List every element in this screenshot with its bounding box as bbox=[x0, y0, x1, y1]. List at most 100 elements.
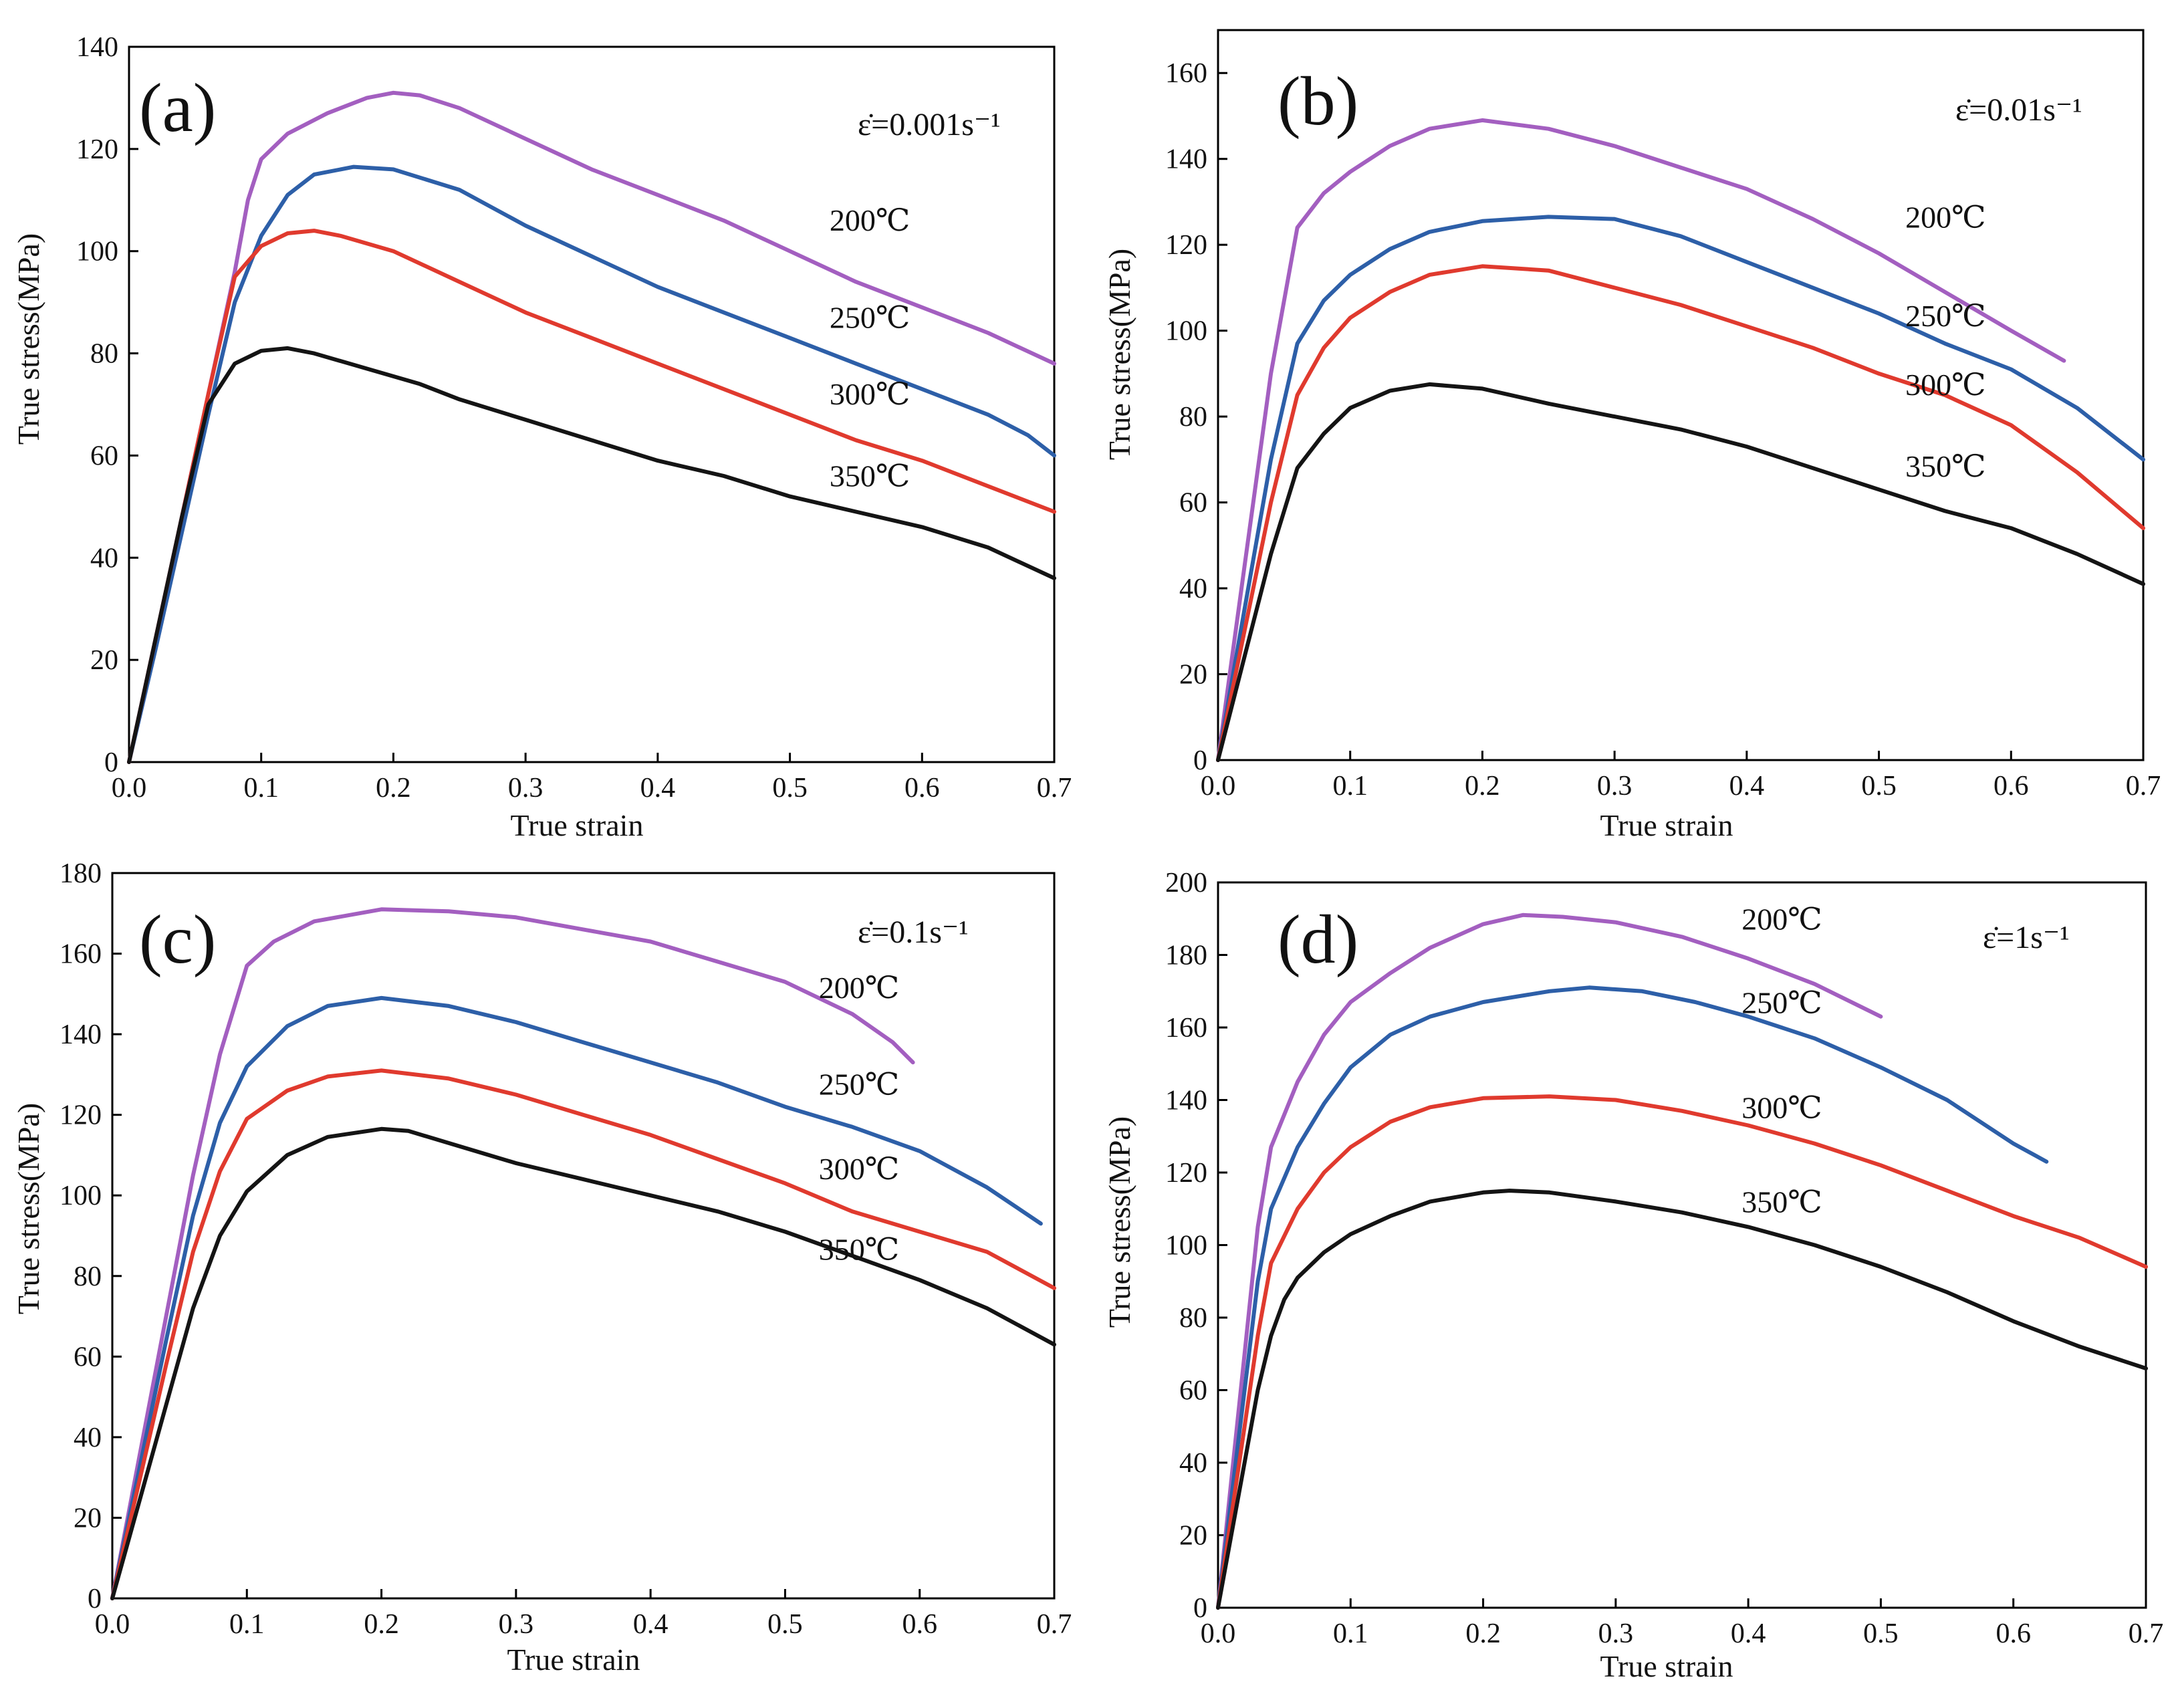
y-tick-label: 40 bbox=[1179, 574, 1207, 604]
x-tick-label: 0.5 bbox=[1863, 1618, 1899, 1649]
series-line-250 bbox=[110, 995, 1043, 1600]
y-tick-label: 0 bbox=[104, 747, 118, 778]
panel-label: (b) bbox=[1278, 63, 1358, 140]
panel-label: (d) bbox=[1278, 901, 1358, 978]
y-axis-label: True stress(MPa) bbox=[1102, 1116, 1136, 1328]
x-tick-label: 0.3 bbox=[1598, 1618, 1634, 1649]
x-tick-label: 0.6 bbox=[1996, 1618, 2031, 1649]
series-line-250 bbox=[1216, 985, 2049, 1610]
series-line-300 bbox=[1216, 264, 2145, 762]
series-label-300: 300℃ bbox=[819, 1152, 899, 1186]
y-tick-label: 60 bbox=[1179, 1376, 1207, 1407]
x-axis-label: True strain bbox=[1600, 1649, 1733, 1683]
series-label-200: 200℃ bbox=[1741, 902, 1822, 937]
curve-group bbox=[1216, 118, 2145, 762]
x-tick-label: 0.7 bbox=[2129, 1618, 2164, 1649]
x-tick-label: 0.0 bbox=[1201, 1618, 1236, 1649]
x-tick-label: 0.4 bbox=[633, 1609, 669, 1640]
y-tick-label: 180 bbox=[1165, 941, 1207, 971]
y-tick-label: 140 bbox=[59, 1019, 102, 1050]
y-tick-label: 120 bbox=[1165, 230, 1207, 261]
x-tick-label: 0.5 bbox=[1861, 771, 1897, 802]
series-label-group: 200℃ 250℃ 300℃ 350℃ bbox=[1741, 902, 1822, 1219]
panel-label: (c) bbox=[139, 901, 216, 978]
x-tick-label: 0.1 bbox=[1332, 771, 1368, 802]
y-tick-label: 100 bbox=[1165, 1231, 1207, 1261]
x-tick-label: 0.7 bbox=[1037, 773, 1072, 804]
x-tick-label: 0.1 bbox=[243, 773, 279, 804]
series-label-250: 250℃ bbox=[819, 1068, 899, 1102]
plot-frame bbox=[111, 872, 1056, 1600]
series-line-350 bbox=[1216, 382, 2145, 762]
x-tick-label: 0.1 bbox=[1333, 1618, 1368, 1649]
series-line-300 bbox=[127, 229, 1056, 764]
y-tick-label: 120 bbox=[1165, 1158, 1207, 1189]
series-line-200 bbox=[110, 907, 915, 1600]
y-tick-label: 100 bbox=[1165, 316, 1207, 347]
series-label-300: 300℃ bbox=[1905, 368, 1985, 402]
x-tick-label: 0.0 bbox=[1201, 771, 1236, 802]
panel-b: 0.0 0.1 0.2 0.3 0.4 0.5 0.6 0.7 0 20 40 60 80 100 120 1… bbox=[1102, 29, 2161, 842]
y-tick-label: 80 bbox=[90, 339, 118, 370]
strain-rate-label: ε̇=0.1s⁻¹ bbox=[858, 914, 969, 950]
series-label-350: 350℃ bbox=[1741, 1185, 1822, 1219]
x-tick-label: 0.7 bbox=[2126, 771, 2161, 802]
panel-a: 0.0 0.1 0.2 0.3 0.4 0.5 0.6 0.7 0 20 40 60 80 100 120 1… bbox=[11, 32, 1072, 842]
x-tick-label: 0.3 bbox=[1597, 771, 1633, 802]
series-line-250 bbox=[127, 164, 1056, 764]
series-label-group: 200℃ 250℃ 300℃ 350℃ bbox=[830, 203, 910, 493]
axis-ticks: 0.0 0.1 0.2 0.3 0.4 0.5 0.6 0.7 0 20 40 60 80 100 120 1… bbox=[59, 858, 1072, 1640]
x-tick-label: 0.1 bbox=[229, 1609, 265, 1640]
series-line-350 bbox=[110, 1126, 1056, 1600]
x-axis-label: True strain bbox=[511, 808, 644, 842]
y-tick-label: 20 bbox=[1179, 1521, 1207, 1552]
plot-frame bbox=[128, 45, 1056, 763]
y-tick-label: 60 bbox=[1179, 488, 1207, 519]
x-tick-label: 0.2 bbox=[1465, 771, 1500, 802]
x-tick-label: 0.2 bbox=[376, 773, 411, 804]
series-label-250: 250℃ bbox=[1905, 299, 1985, 333]
x-tick-label: 0.5 bbox=[772, 773, 808, 804]
x-tick-label: 0.2 bbox=[1465, 1618, 1501, 1649]
curve-group bbox=[110, 907, 1056, 1600]
y-tick-label: 60 bbox=[74, 1342, 102, 1372]
curve-group bbox=[1216, 912, 2148, 1610]
y-tick-label: 180 bbox=[59, 858, 102, 889]
series-line-250 bbox=[1216, 215, 2145, 762]
panel-c: 0.0 0.1 0.2 0.3 0.4 0.5 0.6 0.7 0 20 40 60 80 100 120 1… bbox=[11, 858, 1072, 1677]
strain-rate-label: ε̇=1s⁻¹ bbox=[1983, 920, 2070, 955]
x-tick-label: 0.2 bbox=[364, 1609, 399, 1640]
panel-d: 0.0 0.1 0.2 0.3 0.4 0.5 0.6 0.7 0 20 40 60 80 100 120 1… bbox=[1102, 868, 2163, 1683]
series-label-250: 250℃ bbox=[1741, 985, 1822, 1019]
x-tick-label: 0.0 bbox=[95, 1609, 130, 1640]
series-label-250: 250℃ bbox=[830, 300, 910, 334]
y-tick-label: 160 bbox=[1165, 1013, 1207, 1044]
series-label-200: 200℃ bbox=[819, 971, 899, 1005]
y-tick-label: 0 bbox=[1193, 1593, 1207, 1624]
y-tick-label: 80 bbox=[1179, 402, 1207, 433]
series-label-350: 350℃ bbox=[819, 1233, 899, 1267]
y-tick-label: 200 bbox=[1165, 868, 1207, 898]
x-tick-label: 0.6 bbox=[904, 773, 940, 804]
y-axis-label: True stress(MPa) bbox=[1102, 249, 1136, 460]
axis-ticks: 0.0 0.1 0.2 0.3 0.4 0.5 0.6 0.7 0 20 40 60 80 100 120 1… bbox=[76, 32, 1072, 804]
x-tick-label: 0.7 bbox=[1037, 1609, 1072, 1640]
strain-rate-label: ε̇=0.001s⁻¹ bbox=[858, 107, 1001, 142]
y-tick-label: 20 bbox=[74, 1503, 102, 1534]
y-axis-label: True stress(MPa) bbox=[11, 1103, 45, 1314]
x-axis-label: True strain bbox=[507, 1642, 640, 1677]
y-tick-label: 60 bbox=[90, 441, 118, 471]
series-label-300: 300℃ bbox=[1741, 1091, 1822, 1125]
y-tick-label: 100 bbox=[76, 237, 118, 267]
y-tick-label: 100 bbox=[59, 1181, 102, 1211]
y-tick-label: 0 bbox=[1193, 745, 1207, 776]
axis-ticks: 0.0 0.1 0.2 0.3 0.4 0.5 0.6 0.7 0 20 40 60 80 100 120 1… bbox=[1165, 868, 2163, 1649]
x-axis-label: True strain bbox=[1600, 808, 1733, 842]
y-tick-label: 160 bbox=[59, 939, 102, 970]
x-tick-label: 0.6 bbox=[902, 1609, 937, 1640]
curve-group bbox=[127, 90, 1056, 764]
series-line-200 bbox=[127, 90, 1056, 764]
series-line-200 bbox=[1216, 118, 2066, 762]
y-tick-label: 120 bbox=[59, 1100, 102, 1131]
